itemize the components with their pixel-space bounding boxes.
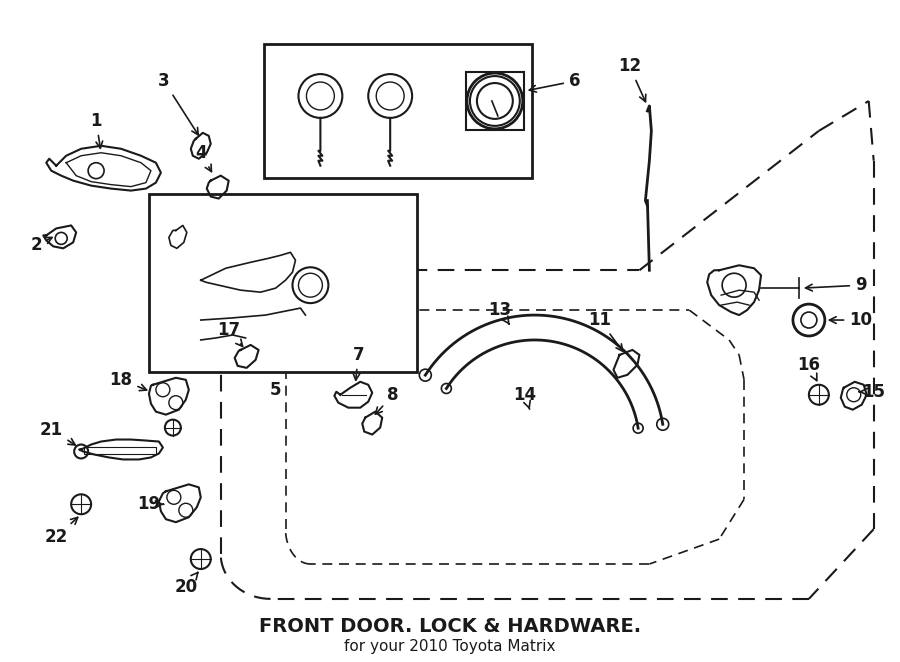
Text: 19: 19 — [138, 495, 163, 513]
Text: 16: 16 — [797, 356, 821, 381]
Text: for your 2010 Toyota Matrix: for your 2010 Toyota Matrix — [344, 639, 556, 654]
Text: FRONT DOOR. LOCK & HARDWARE.: FRONT DOOR. LOCK & HARDWARE. — [259, 617, 641, 636]
Text: 8: 8 — [375, 386, 399, 414]
Text: 9: 9 — [806, 276, 867, 294]
Text: 4: 4 — [195, 144, 212, 171]
Text: 7: 7 — [353, 346, 364, 380]
FancyBboxPatch shape — [148, 193, 417, 372]
Text: 18: 18 — [110, 371, 147, 391]
Text: 13: 13 — [489, 301, 511, 324]
Text: 14: 14 — [513, 386, 536, 409]
Text: 5: 5 — [270, 381, 282, 399]
Text: 11: 11 — [588, 311, 623, 351]
Text: 10: 10 — [830, 311, 872, 329]
Text: 6: 6 — [529, 72, 580, 92]
Text: 21: 21 — [40, 420, 76, 445]
Text: 15: 15 — [860, 383, 886, 401]
Text: 22: 22 — [45, 518, 77, 546]
Text: 20: 20 — [175, 573, 198, 596]
Text: 12: 12 — [618, 57, 646, 102]
FancyBboxPatch shape — [264, 44, 532, 177]
FancyBboxPatch shape — [466, 72, 524, 130]
Text: 2: 2 — [31, 236, 52, 254]
Text: 3: 3 — [158, 72, 198, 135]
Text: 1: 1 — [90, 112, 103, 148]
Text: 17: 17 — [217, 321, 243, 346]
